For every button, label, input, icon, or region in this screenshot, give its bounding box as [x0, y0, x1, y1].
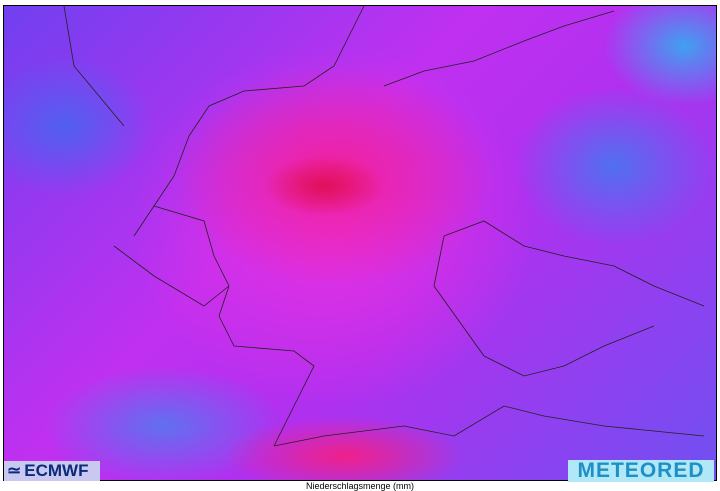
border-inner [63, 6, 230, 307]
meteored-logo: METEORED [568, 460, 714, 482]
coastline [133, 6, 365, 237]
ecmwf-logo: ≃ ECMWF [4, 461, 100, 481]
map-caption: Niederschlagsmenge (mm) [305, 481, 415, 491]
borders-overlay [63, 6, 705, 447]
precipitation-map [3, 5, 717, 481]
border-west [153, 205, 315, 447]
ecmwf-emblem-icon: ≃ [7, 461, 22, 480]
coastline-baltic [383, 10, 615, 87]
border-alps [273, 405, 705, 447]
border-czech [433, 235, 655, 377]
ecmwf-logo-text: ECMWF [24, 461, 89, 480]
border-east [443, 220, 705, 307]
